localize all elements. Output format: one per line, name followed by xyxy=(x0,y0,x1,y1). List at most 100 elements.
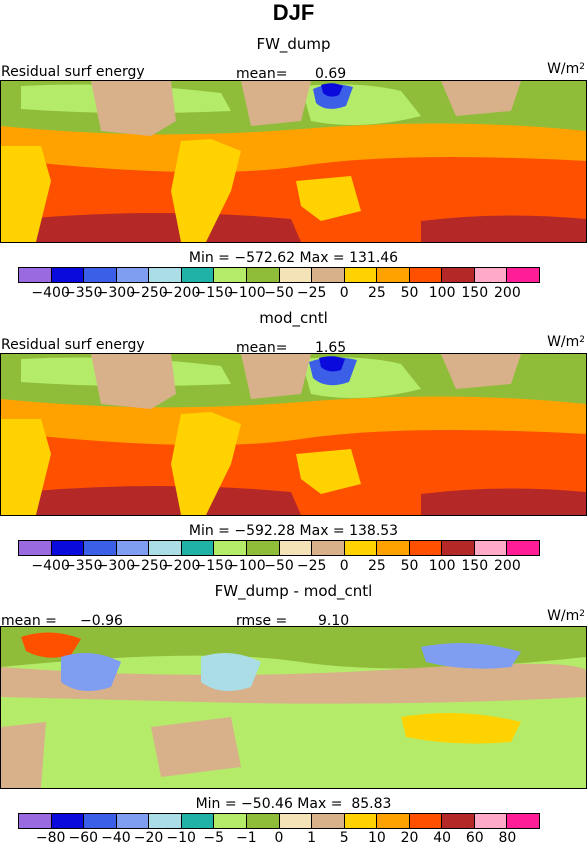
colorbar-tick-label: −100 xyxy=(227,285,266,301)
colorbar-tick-label: 0 xyxy=(274,830,284,846)
panel-1-mean-label: mean= xyxy=(236,66,288,82)
panel-2-mean-label: mean= xyxy=(236,340,288,356)
colorbar-tick-label: 5 xyxy=(339,830,349,846)
units-exponent: 2 xyxy=(579,335,585,345)
colorbar-swatch xyxy=(409,814,443,828)
colorbar-tick-label: −80 xyxy=(35,830,66,846)
panel-2-colorbar xyxy=(18,540,540,556)
colorbar-tick-label: −200 xyxy=(161,285,201,301)
colorbar-tick-label: −40 xyxy=(101,830,131,846)
southern-high-1 xyxy=(1,485,301,515)
colorbar-tick-label: −300 xyxy=(96,285,136,301)
colorbar-tick-label: −60 xyxy=(68,830,99,846)
panel-3-minmax: Min = −50.46 Max = 85.83 xyxy=(195,796,392,812)
panel-2-map xyxy=(0,353,587,516)
colorbar-swatch xyxy=(474,814,508,828)
panel-2-field-label: Residual surf energy xyxy=(1,337,145,353)
panel-3-mean-value: −0.96 xyxy=(80,613,123,629)
colorbar-swatch xyxy=(246,814,280,828)
colorbar-tick-label: −50 xyxy=(264,558,294,574)
colorbar-tick-label: 1 xyxy=(307,830,317,846)
colorbar-swatch xyxy=(214,541,247,555)
colorbar-swatch xyxy=(181,541,215,555)
panel-2-units: W/m2 xyxy=(547,334,585,350)
colorbar-swatch xyxy=(507,541,539,555)
colorbar-tick-label: −150 xyxy=(194,285,233,301)
eurasia-west xyxy=(241,81,311,126)
colorbar-tick-label: 25 xyxy=(367,558,386,574)
colorbar-swatch xyxy=(214,268,247,282)
diff-band xyxy=(1,663,586,704)
panel-3-colorbar-ticks: −80 −60 −40 −20 −10 −5 −1 0 1 5 10 20 40 60 80 xyxy=(18,830,540,846)
gulf-stream-core xyxy=(321,83,343,97)
colorbar-tick-label: 50 xyxy=(400,285,419,301)
australia xyxy=(296,449,361,494)
panel-1-minmax: Min = −572.62 Max = 131.46 xyxy=(188,250,399,266)
colorbar-swatch xyxy=(507,814,539,828)
colorbar-tick-label: 100 xyxy=(428,285,456,301)
units-exponent: 2 xyxy=(579,609,585,619)
colorbar-tick-label: 0 xyxy=(339,285,349,301)
colorbar-swatch xyxy=(474,268,508,282)
colorbar-tick-label: −400 xyxy=(31,558,70,574)
panel-3-rmse-label: rmse = xyxy=(236,613,288,629)
south-america xyxy=(1,146,51,242)
gulf-stream-core xyxy=(319,356,345,372)
diff-high-1 xyxy=(21,632,81,658)
colorbar-tick-label: 200 xyxy=(494,558,521,574)
colorbar-tick-label: −400 xyxy=(31,285,70,301)
colorbar-swatch xyxy=(19,541,52,555)
colorbar-swatch xyxy=(442,541,475,555)
colorbar-swatch xyxy=(279,268,313,282)
southern-high-2 xyxy=(421,488,586,515)
colorbar-tick-label: −25 xyxy=(296,558,327,574)
colorbar-swatch xyxy=(84,814,117,828)
colorbar-tick-label: 0 xyxy=(339,558,349,574)
colorbar-tick-label: −250 xyxy=(129,558,168,574)
diff-low-1 xyxy=(61,653,121,691)
colorbar-tick-label: 10 xyxy=(367,830,386,846)
panel-2-field-svg xyxy=(1,354,586,515)
africa xyxy=(171,139,241,242)
units-text: W/m xyxy=(547,608,580,624)
units-text: W/m xyxy=(547,61,580,77)
colorbar-tick-label: −10 xyxy=(166,830,196,846)
colorbar-swatch xyxy=(312,541,345,555)
colorbar-swatch xyxy=(344,814,378,828)
panel-3-mean-label: mean = xyxy=(1,613,57,629)
colorbar-tick-label: 25 xyxy=(367,285,386,301)
colorbar-tick-label: 50 xyxy=(400,558,419,574)
colorbar-tick-label: −100 xyxy=(227,558,266,574)
southern-high-1 xyxy=(1,212,301,242)
colorbar-tick-label: −200 xyxy=(161,558,201,574)
colorbar-swatch xyxy=(84,268,117,282)
page-title: DJF xyxy=(272,0,315,25)
colorbar-swatch xyxy=(409,541,443,555)
colorbar-swatch xyxy=(149,268,182,282)
colorbar-tick-label: 60 xyxy=(465,830,484,846)
panel-1-units: W/m2 xyxy=(547,61,585,77)
colorbar-swatch xyxy=(116,268,150,282)
colorbar-swatch xyxy=(344,541,378,555)
panel-3-units: W/m2 xyxy=(547,608,585,624)
diff-low-2 xyxy=(201,653,261,691)
colorbar-tick-label: −350 xyxy=(64,558,103,574)
australia xyxy=(296,176,361,221)
panel-2-colorbar-ticks: −400 −350 −300 −250 −200 −150 −100 −50 −25 0 25 50 1… xyxy=(18,558,540,574)
units-exponent: 2 xyxy=(579,62,585,72)
colorbar-swatch xyxy=(181,814,215,828)
colorbar-swatch xyxy=(344,268,378,282)
colorbar-tick-label: 20 xyxy=(400,830,419,846)
colorbar-swatch xyxy=(51,268,85,282)
eurasia-west xyxy=(241,354,311,399)
panel-2-minmax: Min = −592.28 Max = 138.53 xyxy=(188,523,399,539)
south-america xyxy=(1,419,51,515)
colorbar-swatch xyxy=(149,814,182,828)
colorbar-tick-label: −150 xyxy=(194,558,233,574)
eurasia-east xyxy=(441,354,521,389)
panel-1-map xyxy=(0,80,587,243)
colorbar-swatch xyxy=(409,268,443,282)
eurasia-east xyxy=(441,81,521,116)
colorbar-swatch xyxy=(377,541,410,555)
colorbar-swatch xyxy=(442,814,475,828)
